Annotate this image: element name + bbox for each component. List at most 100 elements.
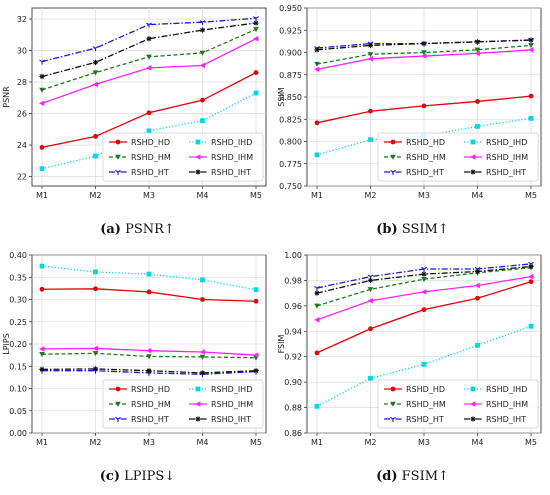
data-point: [199, 20, 206, 26]
legend-label: RSHD_IHD: [486, 385, 527, 394]
x-tick-label: M2: [365, 191, 377, 200]
data-point: [199, 370, 206, 376]
caption-letter: (d): [376, 469, 398, 484]
caption-text: PSNR↑: [125, 222, 175, 237]
legend-label: RSHD_IHM: [211, 153, 253, 162]
data-point: [92, 46, 99, 52]
legend-item-rshd-hm: RSHD_HM: [384, 153, 446, 162]
legend-marker: [390, 416, 396, 422]
data-point: [314, 66, 320, 73]
data-point: [92, 366, 99, 372]
caption-text: LPIPS↓: [124, 469, 176, 484]
data-point: [39, 145, 45, 150]
legend-item-rshd-hd: RSHD_HD: [109, 138, 170, 147]
legend-label: RSHD_HD: [406, 138, 445, 147]
data-point: [314, 47, 320, 53]
data-point: [474, 47, 481, 53]
series-rshd-hd: [314, 279, 534, 356]
series-rshd-hd: [314, 93, 534, 126]
data-point: [93, 133, 98, 139]
data-point: [528, 37, 534, 43]
legend-marker: [115, 416, 121, 422]
caption-fsim: (d) FSIM↑: [275, 469, 550, 484]
data-point: [253, 70, 259, 75]
legend-marker: [195, 154, 201, 160]
x-tick-label: M5: [250, 191, 262, 200]
x-tick-label: M3: [418, 191, 430, 200]
data-point: [528, 279, 534, 285]
data-point: [253, 352, 259, 358]
series-rshd-iht: [39, 366, 259, 376]
data-point: [421, 103, 427, 109]
legend-label: RSHD_IHD: [211, 138, 252, 147]
legend-frame: [377, 379, 539, 429]
data-point: [39, 100, 45, 107]
data-point: [314, 317, 320, 323]
y-tick-label: 28: [17, 78, 27, 87]
series-line: [316, 267, 532, 307]
legend-item-rshd-hm: RSHD_HM: [109, 400, 171, 409]
data-point: [421, 271, 427, 277]
legend-marker: [115, 401, 121, 407]
data-point: [253, 368, 259, 374]
legend: RSHD_HD RSHD_IHD RSHD_HM RSHD_IHM RSHD_HT RSH…: [102, 379, 264, 429]
data-point: [146, 354, 152, 360]
y-tick-label: 0.800: [279, 138, 302, 147]
data-point: [421, 361, 427, 367]
data-point: [253, 90, 259, 96]
legend-marker: [390, 139, 396, 145]
legend-item-rshd-ihm: RSHD_IHM: [189, 153, 253, 162]
data-point: [39, 352, 45, 358]
legend-label: RSHD_IHT: [486, 415, 526, 424]
y-tick-label: 32: [17, 15, 27, 24]
legend-marker: [390, 401, 396, 407]
data-point: [92, 351, 99, 357]
data-point: [253, 20, 259, 26]
y-tick-label: 0.00: [9, 429, 27, 438]
legend-label: RSHD_IHD: [486, 138, 527, 147]
data-point: [39, 263, 45, 269]
caption-letter: (c): [99, 469, 120, 484]
legend-marker: [115, 154, 121, 160]
legend-marker: [470, 401, 476, 407]
data-point: [368, 108, 373, 114]
data-point: [475, 99, 480, 104]
x-tick-label: M2: [90, 438, 102, 447]
x-tick-label: M1: [311, 191, 323, 200]
data-point: [146, 128, 152, 134]
legend-marker: [390, 154, 396, 160]
y-tick-label: 22: [17, 173, 27, 182]
data-point: [146, 36, 152, 42]
y-tick-label: 0.15: [9, 362, 27, 371]
data-point: [92, 70, 99, 76]
legend-item-rshd-ihm: RSHD_IHM: [464, 400, 528, 409]
data-point: [200, 118, 205, 124]
data-point: [253, 298, 259, 304]
legend-marker: [115, 386, 121, 392]
y-tick-label: 0.94: [284, 327, 302, 336]
legend-marker: [470, 386, 476, 392]
legend: RSHD_HD RSHD_IHD RSHD_HM RSHD_IHM RSHD_HT RSH…: [102, 132, 264, 182]
data-point: [146, 54, 152, 60]
data-point: [200, 297, 205, 302]
y-tick-label: 0.825: [279, 115, 302, 124]
legend-label: RSHD_IHT: [486, 168, 526, 177]
legend-item-rshd-iht: RSHD_IHT: [189, 415, 251, 424]
y-tick-label: 0.20: [9, 340, 27, 349]
legend-item-rshd-ihd: RSHD_IHD: [464, 385, 527, 394]
data-point: [474, 268, 481, 275]
series-rshd-hd: [39, 286, 259, 304]
series-rshd-hd: [39, 70, 259, 150]
legend-marker: [470, 154, 476, 160]
data-point: [200, 97, 205, 103]
legend-marker: [195, 386, 201, 392]
legend-marker: [470, 416, 476, 422]
data-point: [474, 39, 481, 45]
legend-frame: [102, 379, 264, 429]
legend-marker: [195, 401, 201, 407]
legend-item-rshd-ht: RSHD_HT: [384, 168, 444, 177]
series-rshd-iht: [314, 37, 534, 53]
data-point: [93, 286, 98, 292]
y-tick-label: 0.10: [9, 385, 27, 394]
legend-item-rshd-ihd: RSHD_IHD: [464, 138, 527, 147]
